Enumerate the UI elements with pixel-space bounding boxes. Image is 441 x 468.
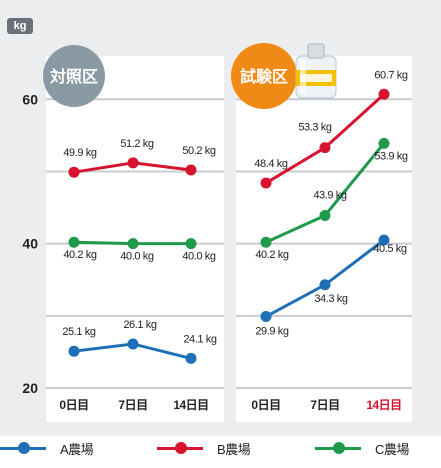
panel-1-title: 対照区 (49, 67, 98, 86)
vial-label-text-area (300, 74, 332, 82)
legend-item-b: B農場 (157, 436, 297, 460)
panel-1-series-1-data-label: 26.1 kg (123, 319, 157, 331)
y-tick-label: 20 (22, 380, 38, 396)
panel-1-series-2-data-label: 49.9 kg (63, 147, 97, 159)
panel-2-x-tick-label: 7日目 (310, 398, 339, 412)
panel-2-series-2-data-label: 48.4 kg (254, 158, 288, 170)
panel-1-x-tick-label: 14日目 (173, 398, 208, 412)
legend-label-c: C農場 (375, 442, 409, 457)
panel-2-series-1-data-label: 29.9 kg (255, 326, 289, 338)
legend-marker-b (175, 442, 187, 454)
panel-1-series-3-point (68, 236, 80, 248)
legend-marker-c (333, 442, 345, 454)
panel-1-series-2-point (185, 164, 197, 176)
panel-1-series-3-data-label: 40.0 kg (182, 251, 216, 263)
panel-1-series-1-data-label: 25.1 kg (62, 326, 96, 338)
y-tick-label: 60 (22, 91, 38, 107)
panel-1-x-tick-label: 0日目 (59, 398, 88, 412)
panel-2-series-3-data-label: 43.9 kg (313, 190, 347, 202)
panel-2-series-2-data-label: 53.3 kg (298, 122, 332, 134)
panel-1-x-tick-label: 7日目 (118, 398, 147, 412)
panel-2-series-3-data-label: 53.9 kg (374, 150, 408, 162)
panel-1-series-1-data-label: 24.1 kg (183, 333, 217, 345)
panel-2-series-3-point (260, 236, 272, 248)
panel-1-series-1-point (127, 338, 139, 350)
y-tick-label: 40 (22, 236, 38, 252)
vial-cap (307, 43, 325, 59)
legend-label-a: A農場 (60, 442, 94, 457)
legend-label-b: B農場 (217, 442, 251, 457)
legend: A農場 B農場 C農場 (0, 436, 441, 460)
panel-2-series-1-data-label: 34.3 kg (314, 293, 348, 305)
panel-1-series-1-point (185, 352, 197, 364)
chart: 対照区 25.1 kg 26.1 kg 24.1 kg 49.9 kg 51.2 kg 50… (0, 0, 441, 436)
panel-2-series-2-point (260, 177, 272, 189)
panel-2-title-badge (231, 43, 297, 109)
panel-2-series-3-point (319, 210, 331, 222)
legend-item-c: C農場 (315, 436, 441, 460)
panel-1-series-3-point (127, 238, 139, 250)
panel-2-series-3-point (378, 137, 390, 149)
product-vial-image (295, 43, 337, 99)
panel-2-series-2-data-label: 60.7 kg (374, 69, 408, 81)
panel-2-series-1-data-label: 40.5 kg (373, 243, 407, 255)
legend-item-a: A農場 (0, 436, 140, 460)
panel-1-title-badge (43, 45, 105, 107)
panel-1-series-2-data-label: 51.2 kg (120, 138, 154, 150)
panel-2-series-1-point (260, 311, 272, 323)
vial-highlight (300, 60, 306, 94)
panel-2-series-1-point (319, 279, 331, 291)
panel-2-x-tick-label: 0日目 (251, 398, 280, 412)
panel-1-series-2-point (68, 166, 80, 178)
unit-badge: kg (7, 18, 33, 34)
panel-1-series-1-point (68, 345, 80, 357)
legend-marker-a (18, 442, 30, 454)
panel-1-series-2-data-label: 50.2 kg (182, 145, 216, 157)
panel-2-series-3-data-label: 40.2 kg (255, 249, 289, 261)
panel-2-x-tick-label: 14日目 (366, 398, 401, 412)
panel-1-series-3-data-label: 40.0 kg (120, 251, 154, 263)
panel-2-series-1-point (378, 234, 390, 246)
panel-1-series-2-point (127, 157, 139, 169)
panel-2-series-2-point (319, 142, 331, 154)
panel-1-series-3-data-label: 40.2 kg (63, 249, 97, 261)
panel-1-series-3-point (185, 238, 197, 250)
panel-2-title: 試験区 (240, 67, 288, 86)
panel-2-series-2-point (378, 88, 390, 100)
